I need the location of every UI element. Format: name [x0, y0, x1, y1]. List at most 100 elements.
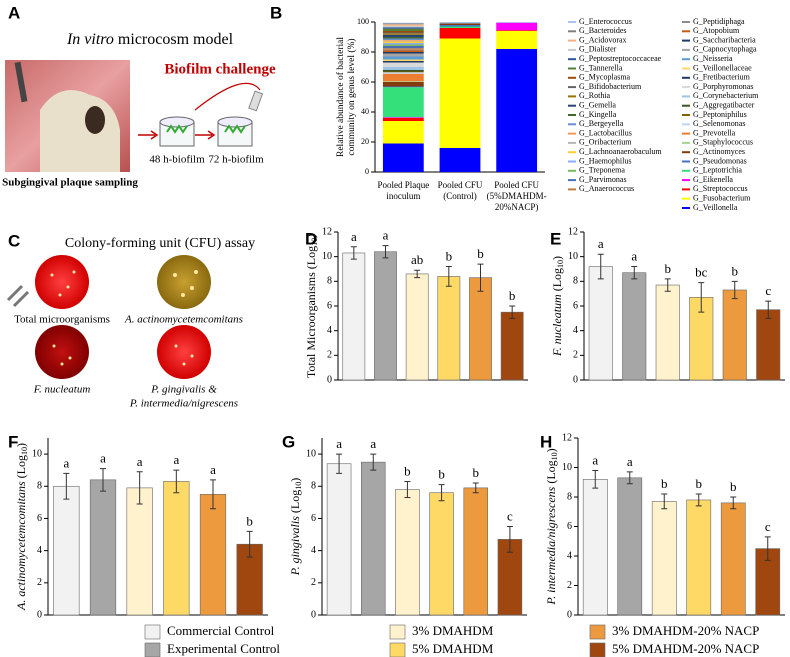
y-label-part: (Log — [550, 268, 564, 294]
bar-segment — [382, 50, 424, 52]
legend-label: G_Acidovorax — [579, 35, 627, 44]
y-tick-label: 10 — [562, 462, 572, 473]
y-tick-label: 0 — [567, 609, 572, 620]
y-tick-label: 10 — [568, 251, 578, 262]
bar-segment — [382, 34, 424, 37]
bar-segment — [382, 117, 424, 118]
bar — [463, 487, 489, 616]
caption: Subgingival plaque sampling — [2, 177, 138, 189]
x-tick-label: (5%DMAHDM- — [487, 191, 547, 201]
bar-segment — [382, 40, 424, 42]
legend-label: 3% DMAHDM — [412, 623, 494, 638]
legend-label: G_Treponema — [579, 166, 625, 175]
bar-segment — [439, 25, 481, 27]
bar — [722, 289, 747, 381]
panel-letter: D — [305, 229, 317, 248]
bar — [53, 485, 80, 616]
challenge-label: Biofilm challenge — [164, 61, 276, 77]
significance-letter: b — [446, 249, 453, 264]
bar-segment — [382, 143, 424, 172]
bar-segment — [382, 22, 424, 24]
y-tick-label: 2 — [567, 580, 572, 591]
dish — [217, 116, 253, 147]
legend-label: G_Fusobacterium — [693, 194, 751, 203]
panel-letter: F — [8, 432, 18, 451]
bar — [582, 478, 608, 616]
bar-segment — [382, 49, 424, 51]
bar-segment — [382, 46, 424, 49]
error-bar — [382, 245, 389, 259]
error-bar — [414, 269, 421, 279]
error-bar — [661, 493, 668, 510]
significance-letter: a — [592, 452, 598, 467]
bar-segment — [382, 31, 424, 33]
error-bar — [350, 246, 357, 260]
significance-letter: a — [627, 454, 633, 469]
error-bar — [477, 263, 484, 292]
cavity — [85, 106, 105, 134]
legend-label: G_Bacteroides — [579, 26, 627, 35]
error-bar — [631, 266, 638, 280]
bar — [199, 494, 227, 616]
y-axis-label: community on genus level (%) — [346, 38, 357, 155]
legend-label: G_Saccharibacteria — [693, 35, 756, 44]
y-tick-label: 10 — [306, 448, 316, 459]
significance-letter: b — [665, 261, 672, 276]
significance-letter: ab — [411, 252, 423, 267]
plate-label: P. intermedia/nigrescens — [129, 398, 238, 410]
instrument — [14, 61, 28, 103]
bar-segment — [382, 33, 424, 35]
significance-letter: a — [336, 436, 342, 451]
y-tick-label: 6 — [567, 521, 572, 532]
legend-label: G_Lactobacillus — [579, 128, 632, 137]
significance-letter: b — [732, 263, 739, 278]
error-bar — [592, 469, 599, 489]
bar-segment — [382, 71, 424, 73]
legend-label: G_Kingella — [579, 110, 617, 119]
bar — [500, 311, 524, 381]
panel-letter: G — [282, 432, 295, 451]
bar — [326, 463, 352, 616]
legend-label: G_Leptotrichia — [693, 166, 742, 175]
y-label-part: ) — [14, 443, 28, 447]
legend-label: G_Rothia — [579, 91, 611, 100]
y-label-part: (Log — [14, 455, 28, 481]
panel-letter: E — [550, 229, 561, 248]
y-tick-label: 10 — [322, 251, 332, 262]
y-tick-label: 2 — [327, 350, 332, 361]
x-tick-label: Pooled CFU — [494, 180, 539, 190]
legend-label: G_Corynebacterium — [693, 91, 759, 100]
error-bar — [509, 305, 516, 319]
bar-segment — [382, 43, 424, 45]
y-axis-label: Total Microorganisms (Log10) — [304, 234, 319, 378]
error-bar — [136, 471, 143, 505]
panel-letter: B — [270, 3, 282, 22]
significance-letter: b — [404, 463, 411, 478]
x-tick-label: (Control) — [443, 191, 477, 201]
legend-label: G_Atopobium — [693, 26, 740, 35]
error-bar — [173, 469, 180, 494]
bar — [655, 284, 680, 381]
panel-title: Colony-forming unit (CFU) assay — [65, 236, 255, 251]
bar — [617, 477, 643, 616]
bar-segment — [382, 28, 424, 31]
legend-swatch — [144, 642, 161, 657]
legend-label: G_Parvimonas — [579, 175, 627, 184]
y-label-sub: 10 — [550, 452, 559, 460]
significance-letter: a — [370, 436, 376, 451]
y-axis-label: Relative abundance of bacterial — [335, 37, 346, 157]
legend-label: G_Prevotella — [693, 128, 736, 137]
bar-segment — [382, 40, 424, 41]
legend-swatch — [144, 624, 161, 640]
significance-letter: c — [765, 283, 771, 298]
bar — [429, 492, 454, 616]
bar-segment — [382, 72, 424, 74]
plate-label: A. actinomycetemcomitans — [124, 314, 243, 326]
bar-segment — [382, 41, 424, 43]
error-bar — [438, 484, 445, 502]
bar-segment — [382, 37, 424, 39]
bar — [360, 461, 386, 616]
legend-label: G_Bergeyella — [579, 119, 624, 128]
y-tick-label: 4 — [37, 545, 42, 556]
